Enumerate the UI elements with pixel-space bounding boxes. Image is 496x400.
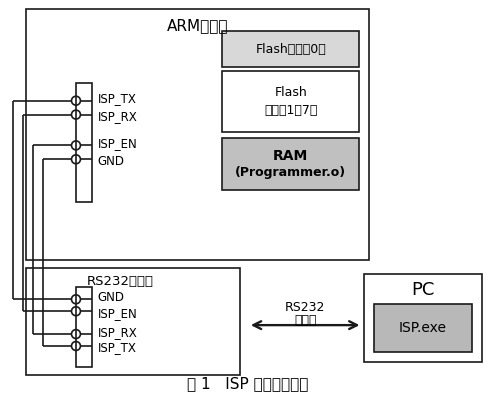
Bar — [76, 287, 92, 367]
Text: ISP_EN: ISP_EN — [98, 137, 137, 150]
Bar — [26, 9, 370, 260]
Text: GND: GND — [98, 155, 125, 168]
Text: 电缆线: 电缆线 — [294, 314, 316, 327]
Text: ISP_RX: ISP_RX — [98, 326, 137, 338]
Text: Flash: Flash — [274, 86, 307, 99]
Bar — [222, 71, 360, 132]
Text: ARM开发板: ARM开发板 — [167, 18, 229, 33]
Text: ISP_EN: ISP_EN — [98, 307, 137, 320]
Bar — [222, 138, 360, 190]
Text: RS232: RS232 — [285, 301, 325, 314]
Text: RS232转接板: RS232转接板 — [87, 275, 154, 288]
Text: (Programmer.o): (Programmer.o) — [235, 166, 346, 179]
Text: （扇区1～7）: （扇区1～7） — [264, 104, 317, 117]
Text: ISP_TX: ISP_TX — [98, 92, 137, 105]
Text: RAM: RAM — [273, 149, 309, 163]
Text: PC: PC — [411, 281, 434, 299]
Bar — [222, 31, 360, 67]
Bar — [365, 274, 482, 362]
Text: ISP_RX: ISP_RX — [98, 110, 137, 123]
Bar — [374, 304, 472, 352]
Text: 图 1   ISP 硬件连接框图: 图 1 ISP 硬件连接框图 — [187, 376, 309, 391]
Text: GND: GND — [98, 291, 125, 304]
Bar — [26, 268, 240, 375]
Text: ISP.exe: ISP.exe — [399, 321, 447, 335]
Text: ISP_TX: ISP_TX — [98, 342, 137, 354]
Text: Flash（扇区0）: Flash（扇区0） — [255, 42, 326, 56]
Bar — [76, 83, 92, 202]
